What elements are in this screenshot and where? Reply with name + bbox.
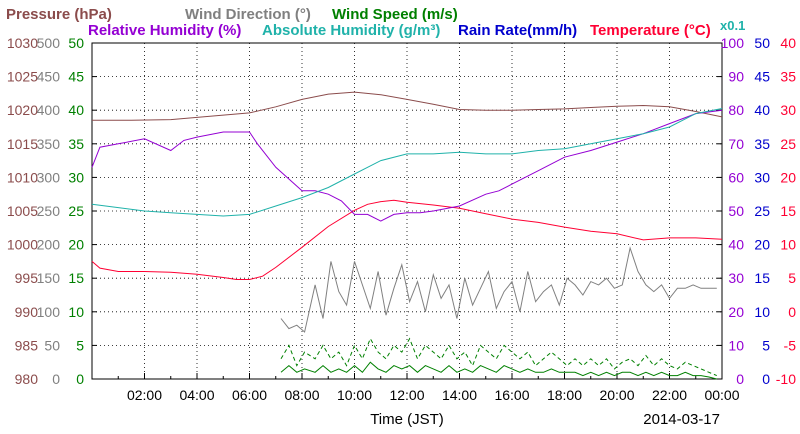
y-tick-pressure: 990 [15,304,39,320]
series-line-temperature [91,199,723,280]
y-tick-wind-direction: 200 [37,237,61,253]
x-tick-label: 12:00 [389,387,424,403]
y-tick-wind-direction: 300 [37,169,61,185]
y-tick-rain-rate: 50 [754,35,770,51]
abs-humidity-scale-note: x0.1 [720,18,745,33]
y-tick-wind-direction: 100 [37,304,61,320]
y-tick-rain-rate: 5 [762,337,770,353]
y-tick-wind-direction: 500 [37,35,61,51]
y-tick-wind-direction: 0 [52,371,60,387]
legend-rain-rate: Rain Rate(mm/h) [458,22,577,39]
legend-relative-humidity: Relative Humidity (%) [88,22,241,39]
y-tick-wind-direction: 250 [37,203,61,219]
axes: 1030102510201015101010051000995990985980… [7,35,796,403]
chart-date: 2014-03-17 [643,411,720,428]
y-tick-pressure: 980 [15,371,39,387]
y-tick-wind-speed: 40 [68,102,84,118]
x-tick-label: 00:00 [704,387,739,403]
y-tick-relative-humidity: 20 [728,304,744,320]
y-tick-pressure: 1010 [7,169,38,185]
legend-absolute-humidity: Absolute Humidity (g/m³) [262,22,440,39]
y-tick-pressure: 1025 [7,69,38,85]
y-tick-relative-humidity: 60 [728,169,744,185]
y-tick-wind-speed: 15 [68,270,84,286]
y-tick-temperature: 35 [780,69,796,85]
y-tick-pressure: 1005 [7,203,38,219]
x-tick-label: 06:00 [232,387,267,403]
y-tick-relative-humidity: 40 [728,237,744,253]
y-tick-relative-humidity: 10 [728,337,744,353]
y-tick-rain-rate: 10 [754,304,770,320]
y-tick-wind-speed: 25 [68,203,84,219]
y-tick-relative-humidity: 80 [728,102,744,118]
series-line-wind-speed-gust [280,337,717,377]
y-tick-rain-rate: 35 [754,136,770,152]
y-tick-relative-humidity: 0 [736,371,744,387]
legend-wind-direction: Wind Direction (°) [185,6,311,23]
legend-temperature: Temperature (°C) [590,22,711,39]
y-tick-rain-rate: 45 [754,69,770,85]
y-tick-wind-speed: 50 [68,35,84,51]
y-tick-wind-speed: 20 [68,237,84,253]
x-tick-label: 20:00 [599,387,634,403]
x-tick-label: 18:00 [547,387,582,403]
y-tick-wind-direction: 50 [44,337,60,353]
legend-pressure: Pressure (hPa) [6,6,112,23]
y-tick-temperature: 20 [780,169,796,185]
y-tick-pressure: 1015 [7,136,38,152]
y-tick-wind-speed: 10 [68,304,84,320]
y-tick-relative-humidity: 100 [721,35,745,51]
y-tick-pressure: 995 [15,270,39,286]
x-tick-label: 14:00 [442,387,477,403]
x-tick-label: 10:00 [337,387,372,403]
y-tick-temperature: 30 [780,102,796,118]
y-tick-temperature: 25 [780,136,796,152]
x-tick-label: 08:00 [284,387,319,403]
y-tick-pressure: 1020 [7,102,38,118]
y-tick-temperature: 40 [780,35,796,51]
x-tick-label: 16:00 [494,387,529,403]
y-tick-rain-rate: 0 [762,371,770,387]
y-tick-wind-direction: 450 [37,69,61,85]
y-tick-relative-humidity: 90 [728,69,744,85]
y-tick-relative-humidity: 70 [728,136,744,152]
y-tick-relative-humidity: 50 [728,203,744,219]
y-tick-wind-direction: 400 [37,102,61,118]
y-tick-temperature: -10 [776,371,796,387]
y-tick-wind-speed: 5 [76,337,84,353]
x-tick-label: 22:00 [652,387,687,403]
series-line-pressure [92,91,723,121]
y-tick-pressure: 1000 [7,237,38,253]
y-tick-wind-speed: 45 [68,69,84,85]
y-tick-pressure: 985 [15,337,39,353]
y-tick-pressure: 1030 [7,35,38,51]
y-tick-wind-direction: 350 [37,136,61,152]
y-tick-wind-speed: 35 [68,136,84,152]
series-line-relative-humidity [91,109,723,222]
x-axis-label: Time (JST) [370,411,444,428]
y-tick-temperature: -5 [784,337,797,353]
series [91,91,723,380]
y-tick-rain-rate: 20 [754,237,770,253]
y-tick-temperature: 15 [780,203,796,219]
legend-wind-speed: Wind Speed (m/s) [332,6,458,23]
y-tick-rain-rate: 25 [754,203,770,219]
series-line-absolute-humidity [91,108,723,217]
y-tick-wind-direction: 150 [37,270,61,286]
y-tick-rain-rate: 40 [754,102,770,118]
y-tick-wind-speed: 30 [68,169,84,185]
y-tick-rain-rate: 15 [754,270,770,286]
x-tick-label: 04:00 [179,387,214,403]
x-tick-label: 02:00 [127,387,162,403]
series-line-wind-direction [280,246,717,333]
y-tick-wind-speed: 0 [76,371,84,387]
y-tick-temperature: 5 [788,270,796,286]
y-tick-temperature: 0 [788,304,796,320]
y-tick-rain-rate: 30 [754,169,770,185]
y-tick-relative-humidity: 30 [728,270,744,286]
series-line-wind-speed [280,361,717,380]
y-tick-temperature: 10 [780,237,796,253]
